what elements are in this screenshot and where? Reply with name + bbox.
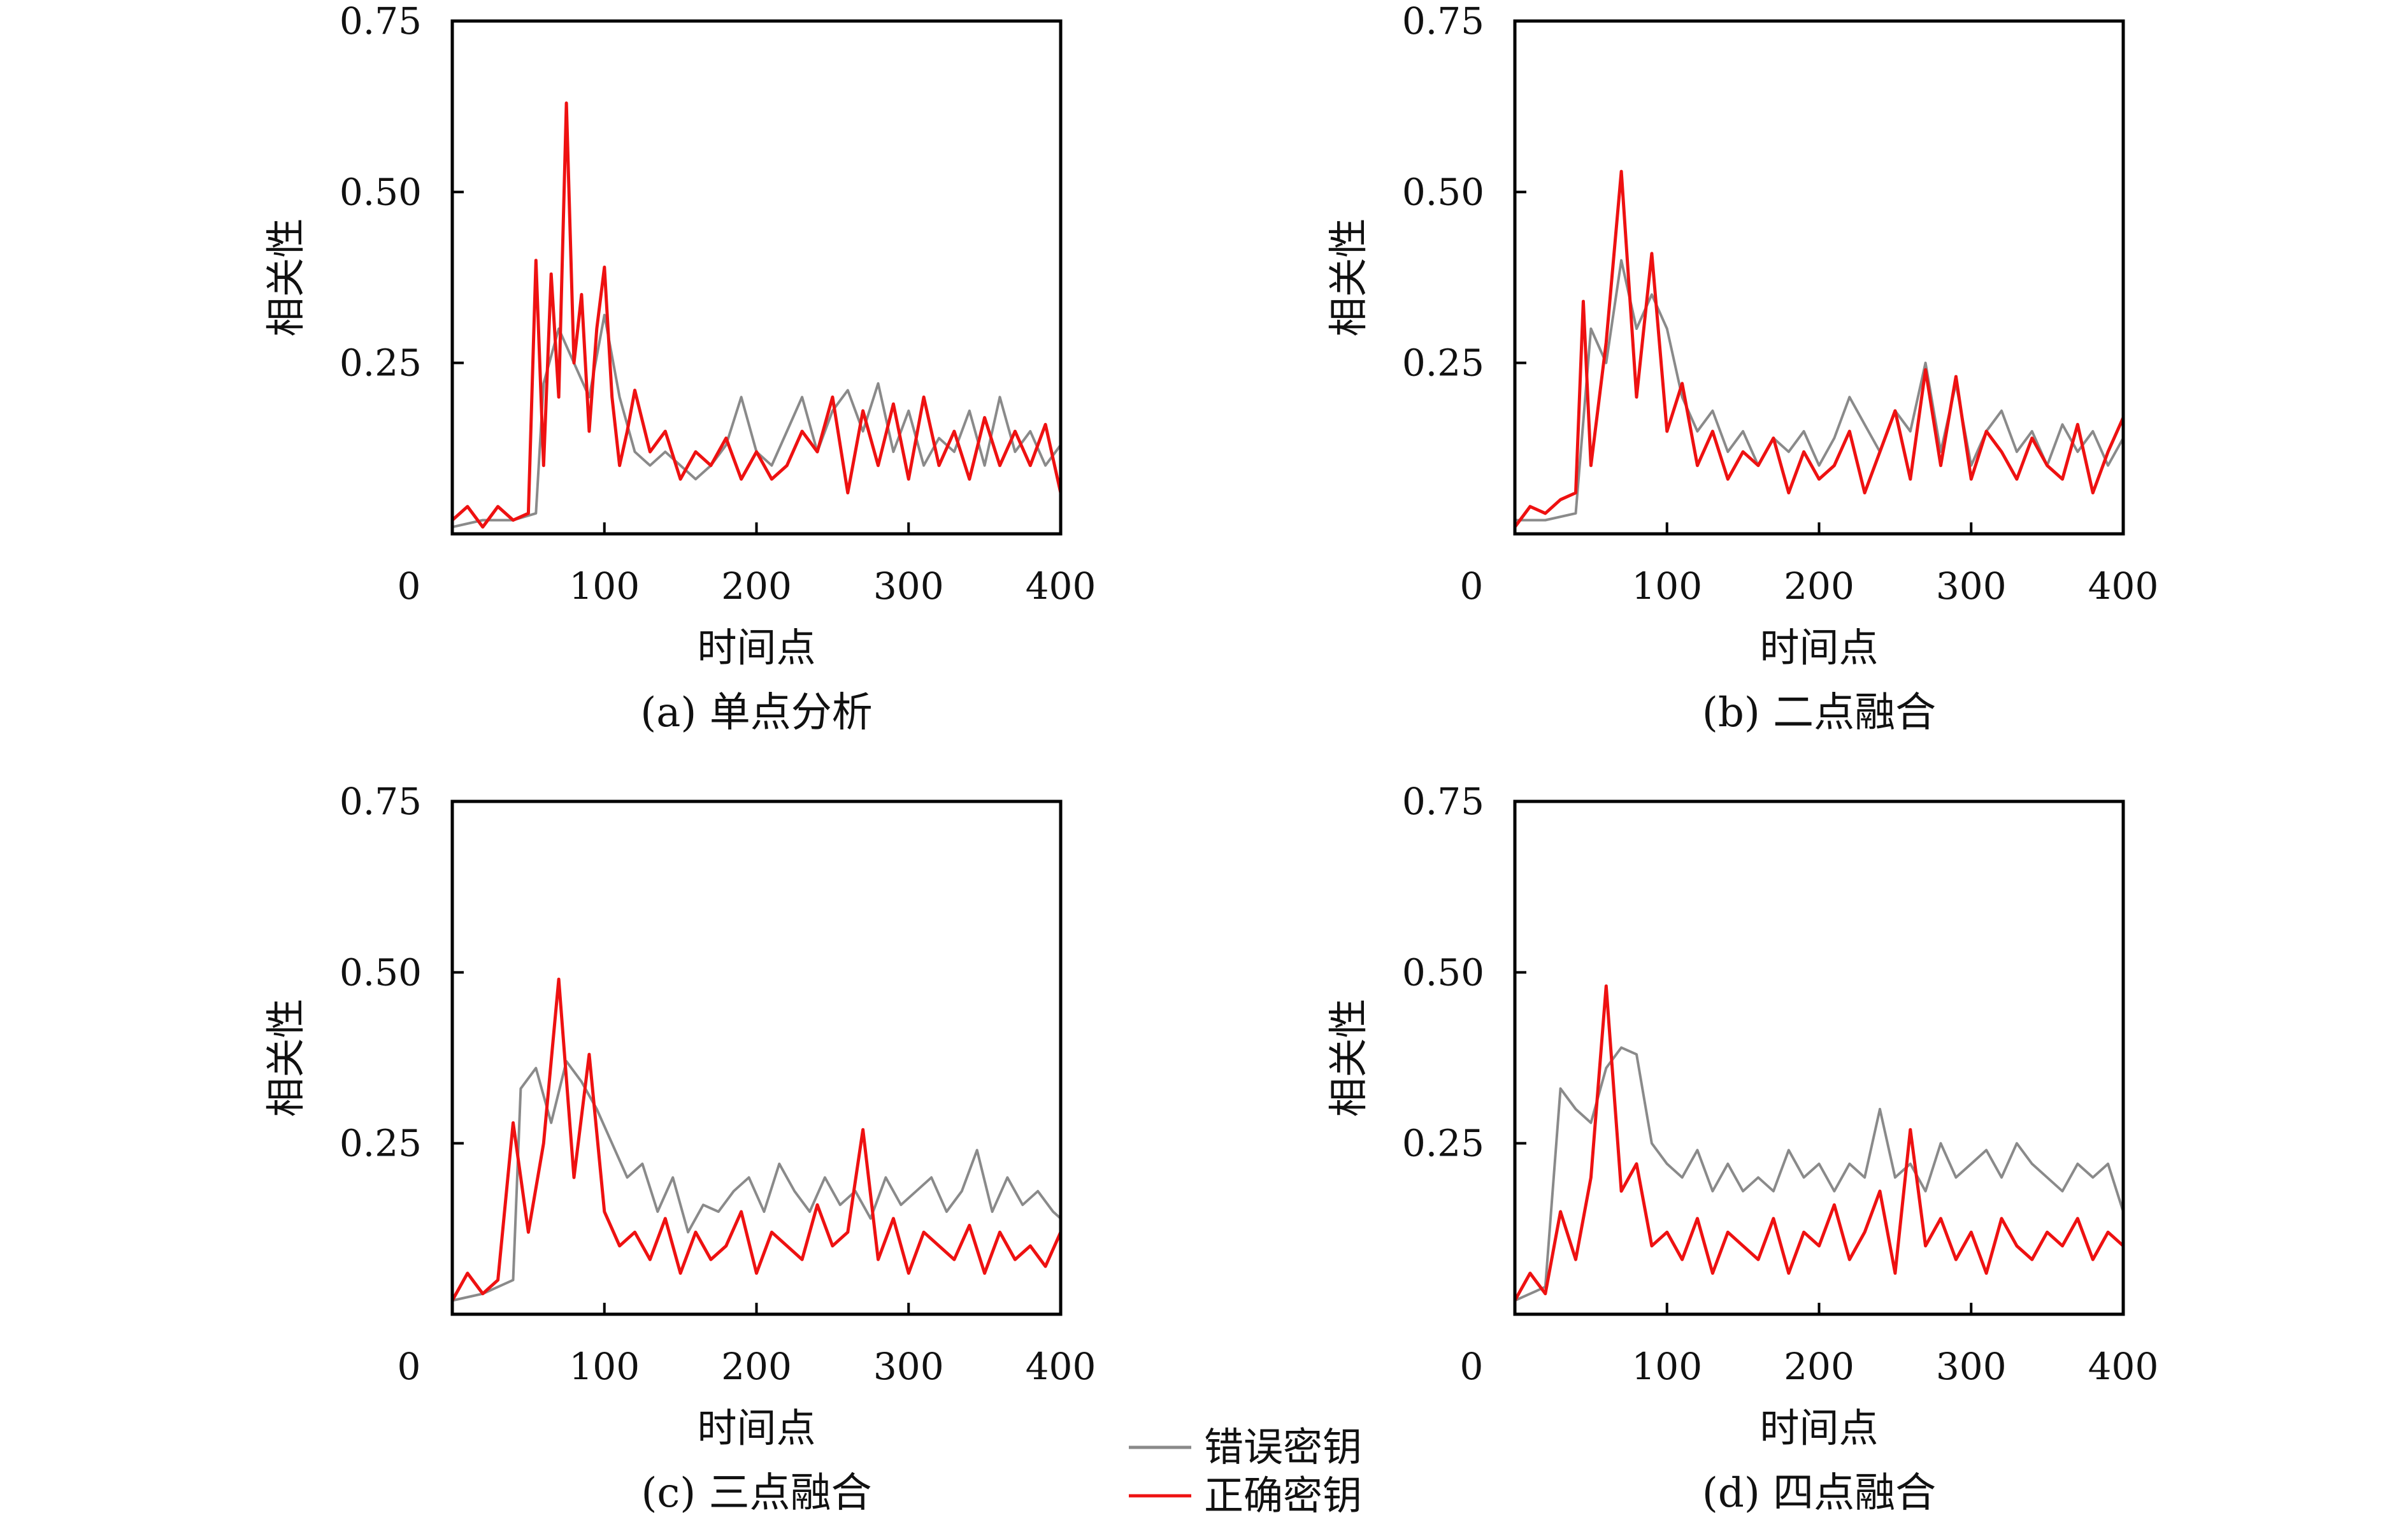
x-tick-label: 300 bbox=[873, 1345, 944, 1388]
panel-4: 0.25 0.50 0.75 0 100 200 300 400 时间点 相关性 (d) 四点融合 bbox=[1325, 780, 2158, 1513]
subplot-caption: (c) 三点融合 bbox=[641, 1470, 871, 1513]
panel-1: 0.25 0.50 0.75 0 100 200 300 400 时间点 相关性 (a) 单点分析 bbox=[262, 0, 1096, 736]
x-axis-label: 时间点 bbox=[1759, 624, 1878, 671]
wrong-key-series-2 bbox=[1515, 259, 2125, 522]
wrong-key-series-4 bbox=[1514, 1046, 2125, 1302]
y-tick-label: 0.25 bbox=[340, 341, 422, 385]
correct-key-series-3 bbox=[450, 977, 1063, 1301]
y-axis-label: 相关性 bbox=[262, 218, 309, 336]
x-tick-label: 200 bbox=[1784, 564, 1854, 608]
y-axis-label: 相关性 bbox=[1325, 218, 1372, 336]
y-axis-label: 相关性 bbox=[262, 998, 309, 1117]
x-tick-label: 200 bbox=[721, 1345, 792, 1388]
y-tick-label: 0.50 bbox=[1402, 170, 1484, 213]
plot-frame-4 bbox=[1513, 800, 2125, 1316]
x-axis-label: 时间点 bbox=[697, 1405, 815, 1451]
wrong-key-series-3 bbox=[452, 1059, 1062, 1302]
subplot-caption: (a) 单点分析 bbox=[640, 689, 872, 736]
y-tick-label: 0.25 bbox=[340, 1122, 422, 1165]
x-tick-label: 300 bbox=[873, 564, 944, 608]
x-tick-label: 0 bbox=[1460, 564, 1484, 608]
x-tick-label: 0 bbox=[398, 564, 421, 608]
x-tick-label: 200 bbox=[1784, 1345, 1854, 1388]
x-tick-label: 0 bbox=[1460, 1345, 1484, 1388]
x-tick-label: 100 bbox=[1631, 1345, 1702, 1388]
x-axis-label: 时间点 bbox=[697, 624, 815, 671]
y-axis-label: 相关性 bbox=[1325, 998, 1372, 1117]
x-tick-label: 400 bbox=[1026, 564, 1096, 608]
correct-key-series-2 bbox=[1513, 169, 2125, 528]
correct-key-series-4 bbox=[1513, 984, 2125, 1301]
legend-label-2: 正确密钥 bbox=[1204, 1472, 1362, 1513]
y-tick-label: 0.50 bbox=[340, 170, 422, 213]
y-tick-label: 0.75 bbox=[1402, 0, 1484, 43]
correct-key-series-1 bbox=[451, 101, 1063, 529]
y-tick-label: 0.25 bbox=[1402, 341, 1484, 385]
x-tick-label: 400 bbox=[2088, 564, 2159, 608]
x-tick-label: 100 bbox=[569, 1345, 640, 1388]
x-tick-label: 300 bbox=[1936, 1345, 2007, 1388]
wrong-key-series-1 bbox=[452, 313, 1062, 529]
x-tick-label: 400 bbox=[2088, 1345, 2159, 1388]
y-tick-label: 0.50 bbox=[1402, 950, 1484, 994]
x-tick-label: 100 bbox=[1631, 564, 1702, 608]
y-tick-label: 0.75 bbox=[340, 780, 422, 823]
plot-frame-3 bbox=[450, 800, 1063, 1316]
subplot-caption: (b) 二点融合 bbox=[1702, 689, 1936, 736]
plot-frame-2 bbox=[1513, 19, 2125, 536]
y-tick-label: 0.50 bbox=[340, 950, 422, 994]
y-tick-label: 0.75 bbox=[340, 0, 422, 43]
legend-label-1: 错误密钥 bbox=[1204, 1424, 1362, 1470]
x-tick-label: 300 bbox=[1936, 564, 2007, 608]
x-tick-label: 400 bbox=[1026, 1345, 1096, 1388]
x-tick-label: 200 bbox=[721, 564, 792, 608]
subplot-caption: (d) 四点融合 bbox=[1702, 1470, 1936, 1513]
panel-3: 0.25 0.50 0.75 0 100 200 300 400 时间点 相关性 (c) 三点融合 bbox=[262, 780, 1096, 1513]
x-tick-label: 100 bbox=[569, 564, 640, 608]
y-tick-label: 0.25 bbox=[1402, 1122, 1484, 1165]
x-tick-label: 0 bbox=[398, 1345, 421, 1388]
x-axis-label: 时间点 bbox=[1759, 1405, 1878, 1451]
y-tick-label: 0.75 bbox=[1402, 780, 1484, 823]
panel-2: 0.25 0.50 0.75 0 100 200 300 400 时间点 相关性 (b) 二点融合 bbox=[1325, 0, 2158, 736]
